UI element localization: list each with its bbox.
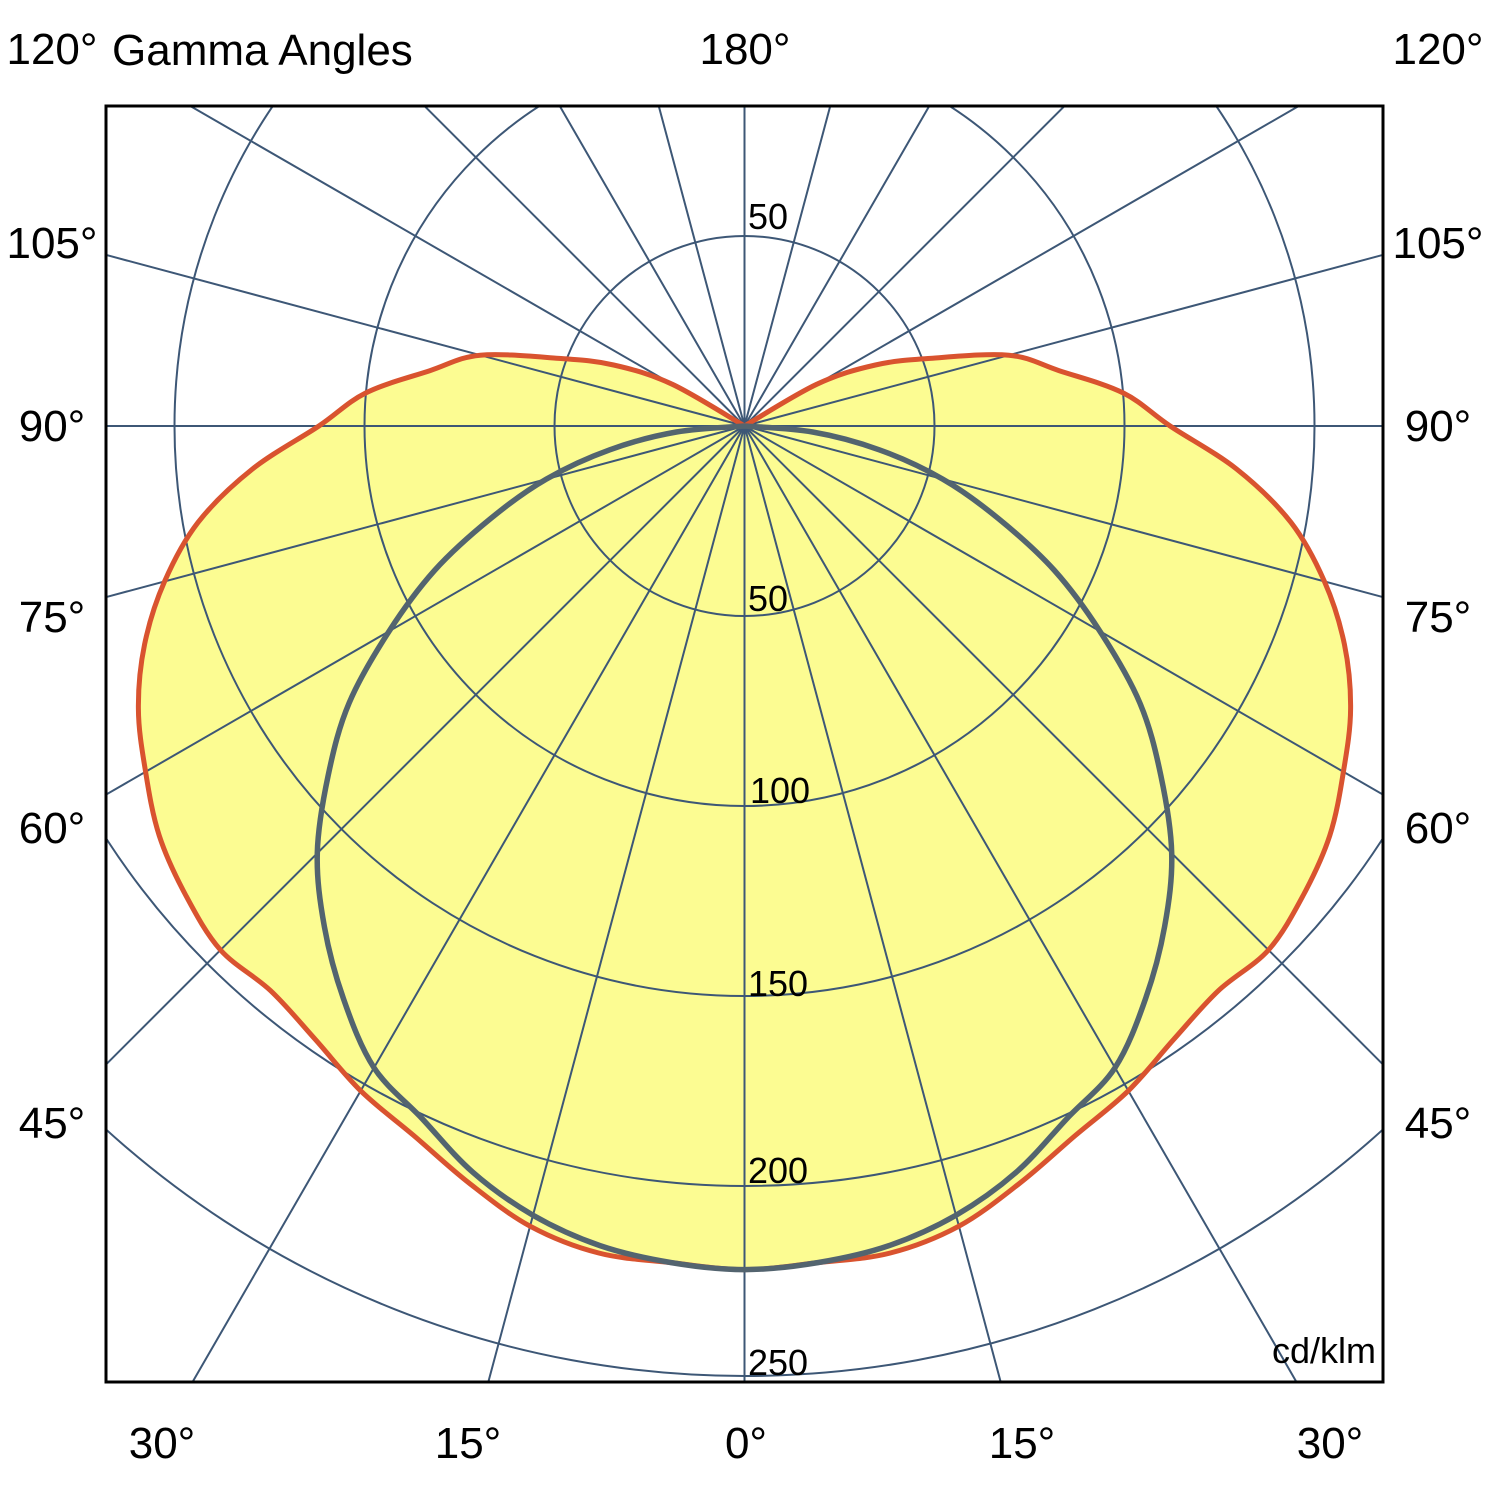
gamma-axis-label-left: 60°: [19, 804, 86, 853]
gamma-ray-line: [558, 106, 746, 427]
gamma-axis-label-bottom: 0°: [725, 1419, 767, 1468]
gamma-ray-line: [743, 425, 1383, 796]
gamma-axis-label-left: 45°: [19, 1099, 86, 1148]
gamma-axis-label-right: 75°: [1405, 593, 1472, 642]
ring-value-label: 100: [750, 770, 810, 811]
gamma-ray-line: [743, 425, 1383, 1066]
gamma-ray-line: [657, 106, 746, 427]
ring-value-label: 200: [748, 1150, 808, 1191]
gamma-ray-line: [106, 425, 745, 599]
gamma-ray-line: [106, 425, 746, 796]
plot-frame: [104, 104, 1385, 1384]
gamma-axis-label-top: 180°: [699, 25, 790, 74]
gamma-axis-label-left: 75°: [19, 593, 86, 642]
gamma-ray-line: [487, 425, 746, 1382]
c90-c270-curve: [314, 423, 1175, 1273]
gamma-ray-line: [423, 106, 746, 427]
gamma-ray-line: [744, 425, 1383, 599]
gamma-axis-label-left: 90°: [19, 402, 86, 451]
gamma-ray-line: [106, 253, 745, 427]
gamma-ray-line: [191, 425, 746, 1382]
gamma-ray-line: [743, 425, 1002, 1382]
ring-value-label: 250: [748, 1342, 808, 1383]
gamma-axis-label-right: 120°: [1392, 25, 1483, 74]
gamma-axis-label-bottom: 30°: [129, 1419, 196, 1468]
gamma-axis-label-left: 120°: [6, 25, 97, 74]
gamma-ray-line: [743, 106, 931, 427]
gamma-axis-label-right: 60°: [1405, 804, 1472, 853]
gamma-ray-line: [106, 425, 746, 1066]
gamma-axis-label-right: 45°: [1405, 1099, 1472, 1148]
gamma-ray-line: [743, 425, 1298, 1382]
gamma-axis-label-left: 105°: [6, 219, 97, 268]
gamma-ray-line: [743, 106, 832, 427]
ring-value-label: 50: [748, 196, 788, 237]
gamma-axis-label-right: 90°: [1405, 402, 1472, 451]
label-layer: 180° 120° 105° 90° 75° 60° 45° 120° 105° 90° 75° 60…: [6, 25, 1483, 1468]
gamma-ray-line: [188, 106, 746, 427]
gamma-axis-label-right: 105°: [1392, 219, 1483, 268]
gamma-axis-label-bottom: 15°: [435, 1419, 502, 1468]
gamma-ray-line: [744, 253, 1383, 427]
page-title: Gamma Angles: [112, 26, 413, 75]
gamma-ray-line: [743, 106, 1066, 427]
ring-value-label: 150: [748, 963, 808, 1004]
gamma-axis-label-bottom: 30°: [1297, 1419, 1364, 1468]
gamma-ray-line: [743, 106, 1301, 427]
gamma-axis-label-bottom: 15°: [989, 1419, 1056, 1468]
ring-value-label: 50: [748, 578, 788, 619]
unit-label: cd/klm: [1271, 1330, 1376, 1371]
